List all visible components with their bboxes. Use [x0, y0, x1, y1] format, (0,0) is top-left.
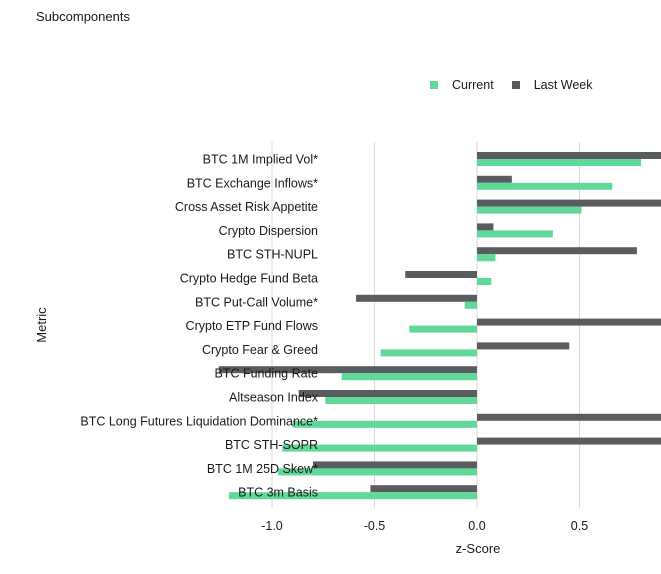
- bar-last-week: [477, 413, 661, 421]
- category-label: Crypto ETP Fund Flows: [186, 319, 318, 333]
- bar-last-week: [313, 461, 477, 469]
- category-label: BTC STH-NUPL: [227, 248, 318, 262]
- bars: [218, 152, 661, 500]
- x-tick-label: 0.0: [468, 519, 485, 533]
- category-label: BTC 3m Basis: [238, 486, 318, 500]
- x-tick-label: -1.0: [261, 519, 283, 533]
- legend: Current Last Week: [430, 78, 611, 92]
- legend-label-last-week: Last Week: [533, 78, 593, 92]
- category-label: BTC Exchange Inflows*: [187, 176, 318, 190]
- bar-last-week: [477, 318, 661, 326]
- legend-item-last-week: Last Week: [511, 78, 593, 92]
- bar-current: [282, 444, 477, 452]
- category-label: BTC Funding Rate: [214, 367, 318, 381]
- x-tick-label: 0.5: [571, 519, 588, 533]
- bar-current: [477, 278, 492, 285]
- bar-current: [477, 254, 496, 262]
- bar-last-week: [477, 247, 637, 255]
- bar-current: [228, 492, 477, 500]
- bar-current: [380, 349, 477, 357]
- bar-last-week: [477, 223, 494, 231]
- bar-current: [325, 397, 477, 404]
- bar-current: [278, 468, 477, 476]
- bar-current: [409, 325, 477, 333]
- legend-label-current: Current: [452, 78, 494, 92]
- bar-last-week: [298, 390, 477, 397]
- bar-current: [477, 159, 641, 166]
- bar-last-week: [370, 485, 477, 493]
- bar-last-week: [477, 175, 512, 183]
- category-labels: BTC 1M Implied Vol* BTC Exchange Inflows*…: [80, 153, 318, 500]
- category-label: BTC 1M 25D Skew*: [207, 462, 318, 476]
- bar-last-week: [477, 437, 661, 445]
- legend-swatch-last-week: [511, 81, 520, 89]
- bar-current: [477, 206, 582, 214]
- bar-current: [464, 301, 477, 309]
- category-label: Altseason Index: [229, 391, 319, 405]
- bar-current: [292, 420, 477, 428]
- category-label: Crypto Hedge Fund Beta: [180, 272, 318, 286]
- legend-item-current: Current: [430, 78, 494, 92]
- x-tick-labels: -1.0-0.50.00.51.0: [261, 519, 588, 533]
- bar-last-week: [477, 342, 570, 350]
- y-axis-label: Metric: [34, 307, 49, 343]
- bar-last-week: [356, 294, 477, 302]
- category-label: BTC 1M Implied Vol*: [203, 153, 318, 167]
- legend-swatch-current: [430, 81, 438, 89]
- category-label: Cross Asset Risk Appetite: [175, 200, 318, 214]
- bar-last-week: [477, 152, 661, 159]
- bar-last-week: [405, 271, 477, 278]
- bar-last-week: [477, 199, 661, 207]
- bar-current: [477, 182, 613, 190]
- bar-current: [477, 230, 553, 238]
- chart-title: Subcomponents: [36, 9, 130, 24]
- x-axis-label: z-Score: [456, 541, 501, 556]
- bar-current: [341, 373, 477, 381]
- bar-last-week: [218, 366, 477, 374]
- category-label: Crypto Fear & Greed: [202, 343, 318, 357]
- x-tick-label: -0.5: [364, 519, 386, 533]
- category-label: BTC Put-Call Volume*: [195, 295, 318, 309]
- category-label: BTC STH-SOPR: [225, 438, 318, 452]
- category-label: Crypto Dispersion: [219, 224, 318, 238]
- category-label: BTC Long Futures Liquidation Dominance*: [80, 414, 318, 428]
